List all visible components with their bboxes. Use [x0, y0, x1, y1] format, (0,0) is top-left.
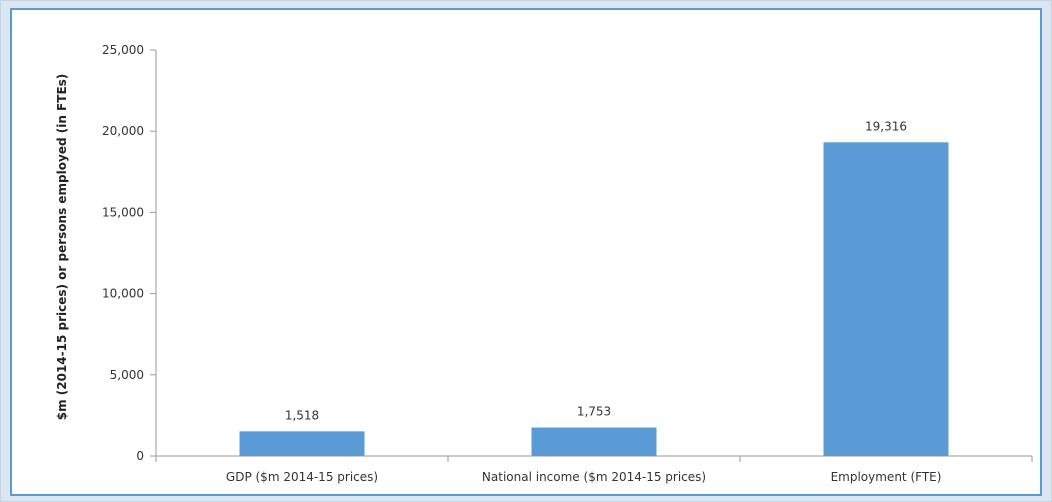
y-axis: 0 5,000 10,000 15,000 20,000 25,000: [102, 43, 157, 463]
bar: [823, 142, 949, 456]
y-tick-label: 0: [136, 449, 144, 463]
bar-chart: $m (2014-15 prices) or persons employed …: [55, 43, 1033, 484]
y-tick-label: 25,000: [102, 43, 144, 57]
y-axis-label: $m (2014-15 prices) or persons employed …: [55, 74, 69, 421]
bar-series: 1,518 1,753 19,316: [239, 119, 949, 456]
bar: [531, 427, 657, 456]
y-tick-label: 20,000: [102, 124, 144, 138]
x-category-label: GDP ($m 2014-15 prices): [226, 470, 378, 484]
bar-data-label: 1,753: [577, 405, 611, 419]
y-tick-label: 10,000: [102, 287, 144, 301]
y-tick-label: 5,000: [110, 368, 144, 382]
bar-data-label: 1,518: [285, 408, 319, 422]
x-axis: GDP ($m 2014-15 prices) National income (…: [155, 455, 1033, 484]
y-axis-title: $m (2014-15 prices) or persons employed …: [55, 74, 69, 421]
y-tick-label: 15,000: [102, 205, 144, 219]
bar-data-label: 19,316: [865, 119, 907, 133]
bar: [239, 431, 365, 456]
x-category-label: Employment (FTE): [831, 470, 942, 484]
x-category-label: National income ($m 2014-15 prices): [482, 470, 706, 484]
chart-panel: $m (2014-15 prices) or persons employed …: [10, 8, 1042, 496]
